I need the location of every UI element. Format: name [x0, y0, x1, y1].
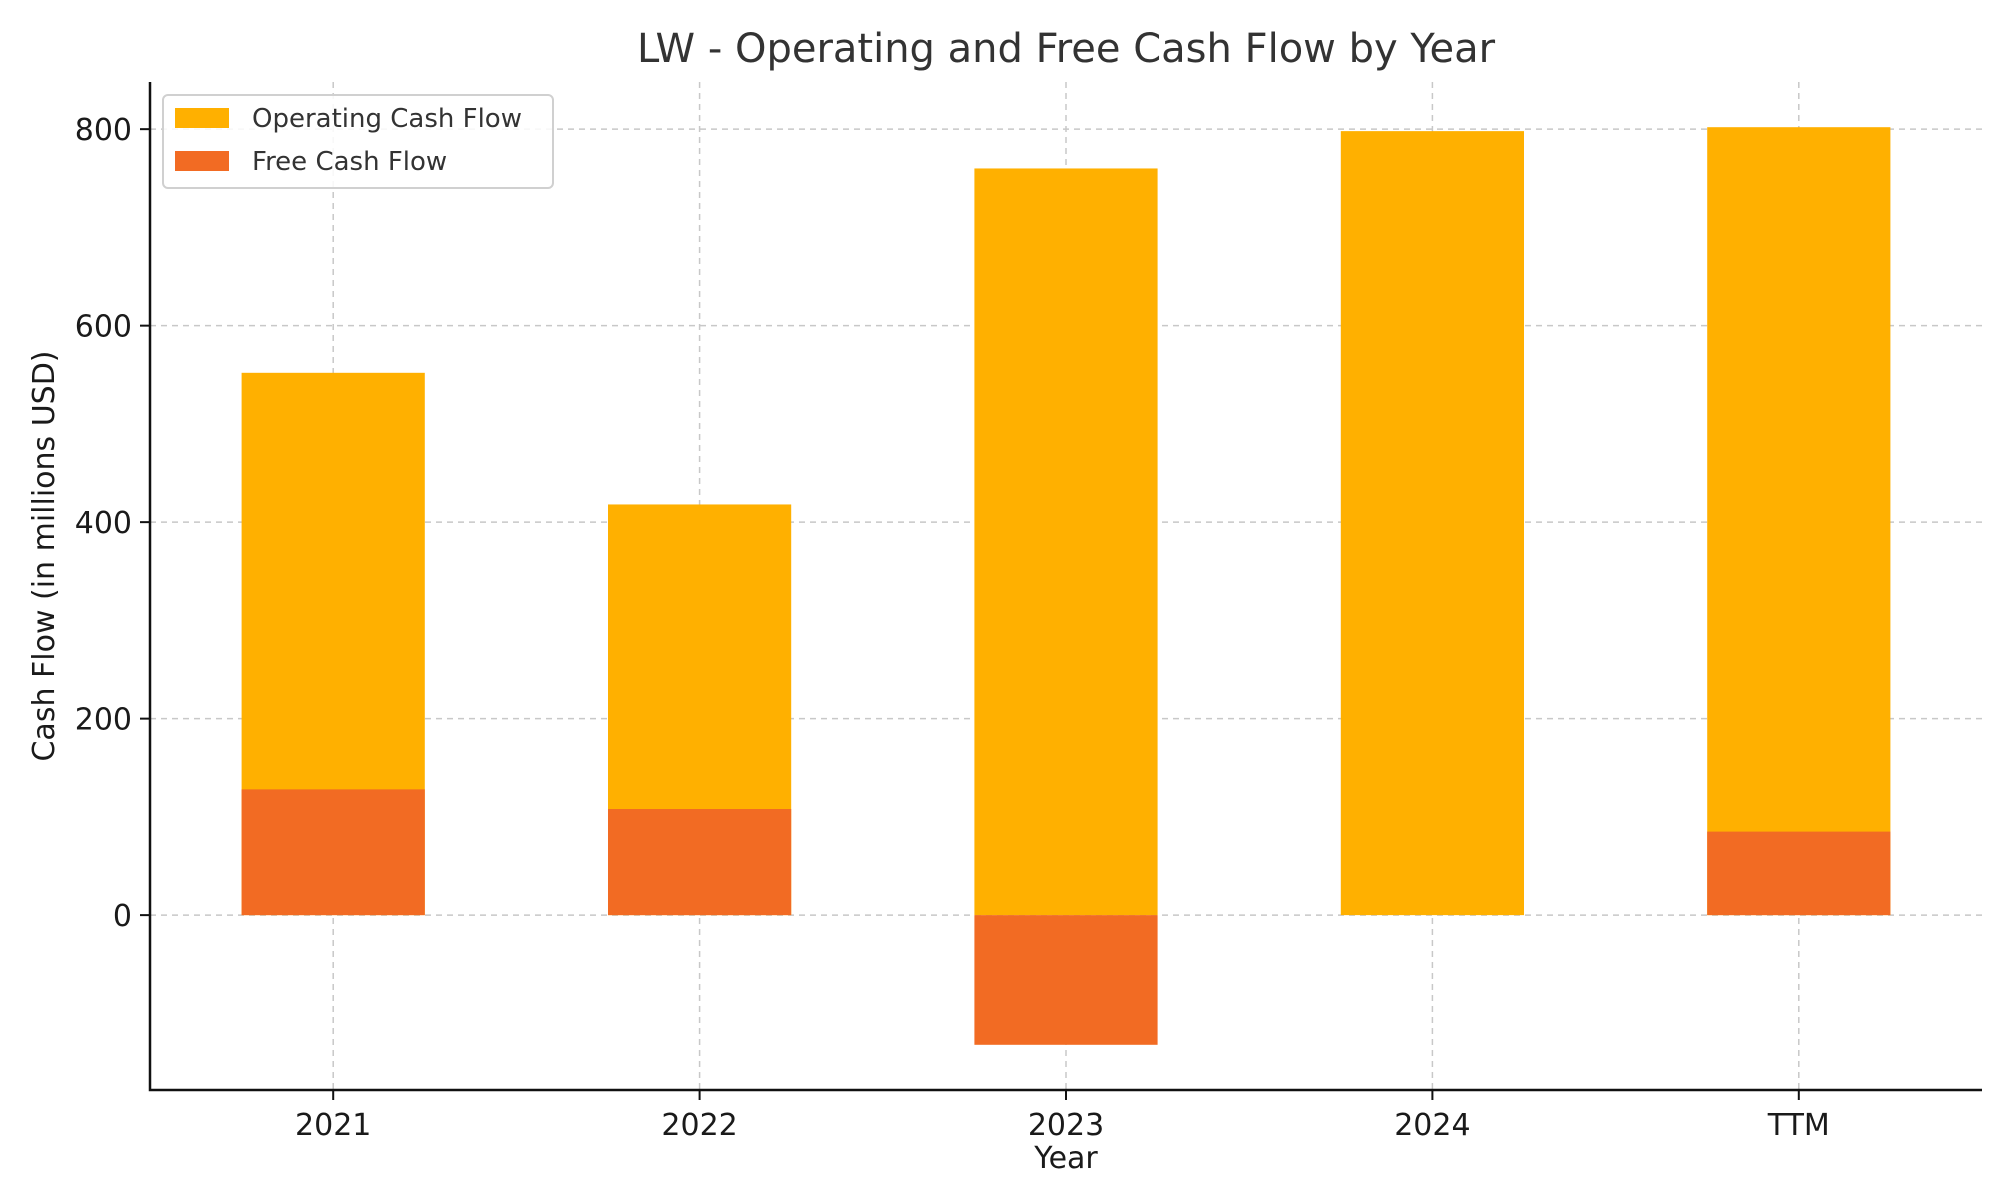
legend-label-operating-cash-flow: Operating Cash Flow: [252, 104, 522, 134]
bar-operating-cash-flow-2024: [1340, 131, 1524, 916]
x-tick-label-2022: 2022: [661, 1108, 737, 1143]
chart-title: LW - Operating and Free Cash Flow by Yea…: [637, 26, 1496, 72]
legend-swatch-operating-cash-flow: [175, 108, 229, 128]
x-tick-label-2023: 2023: [1028, 1108, 1104, 1143]
axis-spines: [148, 82, 1982, 1092]
bar-free-cash-flow-2023: [974, 915, 1158, 1045]
bar-free-cash-flow-ttm: [1707, 831, 1891, 916]
legend: Operating Cash Flow Free Cash Flow: [162, 94, 554, 189]
x-tick-label-2024: 2024: [1394, 1108, 1470, 1143]
y-tick-label-400: 400: [75, 506, 132, 541]
y-tick-label-600: 600: [75, 310, 132, 345]
bars: [241, 127, 1891, 1045]
y-tick-label-200: 200: [75, 703, 132, 738]
bar-free-cash-flow-2022: [608, 809, 792, 916]
x-tick-label-2021: 2021: [295, 1108, 371, 1143]
x-axis-label: Year: [1033, 1141, 1098, 1176]
y-tick-label-800: 800: [75, 113, 132, 148]
legend-swatch-free-cash-flow: [175, 151, 229, 171]
x-tick-label-ttm: TTM: [1767, 1108, 1830, 1143]
y-axis-label: Cash Flow (in millions USD): [27, 350, 62, 761]
legend-label-free-cash-flow: Free Cash Flow: [252, 147, 447, 177]
bar-operating-cash-flow-ttm: [1707, 127, 1891, 916]
legend-frame: [162, 94, 554, 189]
bar-free-cash-flow-2021: [241, 789, 425, 916]
y-tick-label-0: 0: [113, 899, 132, 934]
tick-labels: 0 200 400 600 800 2021 2022 2023 2024 TTM: [75, 113, 1830, 1143]
bar-operating-cash-flow-2023: [974, 168, 1158, 916]
axes: [148, 82, 1982, 1092]
